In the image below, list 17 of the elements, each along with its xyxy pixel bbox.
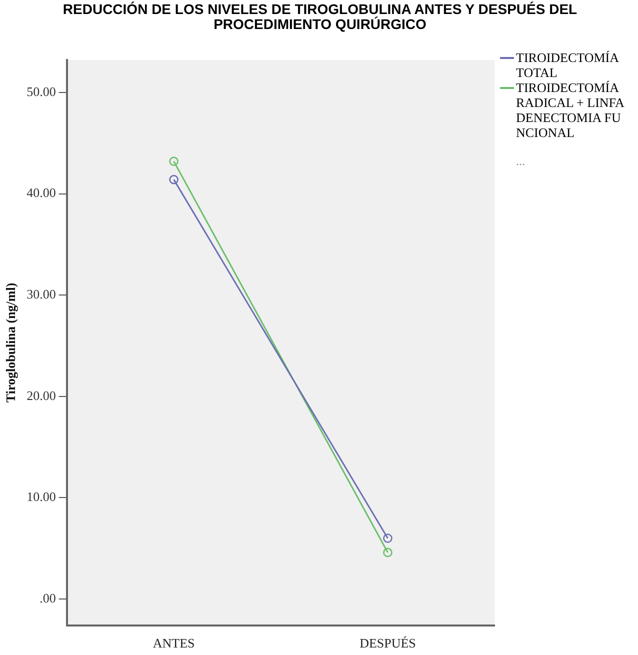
x-tick-label: DESPUÉS	[360, 636, 416, 651]
point	[169, 156, 178, 166]
y-tick-label: .00	[40, 590, 56, 606]
text: ...	[516, 154, 526, 169]
legend-label: TIROIDECTOMÍA TOTAL	[516, 50, 620, 80]
y-axis-title: Tiroglobulina (ng/ml)	[3, 282, 18, 403]
y-tick-label: 50.00	[26, 84, 56, 99]
y-tick-label: 20.00	[26, 388, 56, 403]
y-tick-label: 40.00	[26, 185, 56, 200]
x-tick-label: ANTES	[152, 636, 195, 651]
y-tick-label: 10.00	[26, 489, 56, 504]
point	[383, 548, 392, 558]
point	[169, 174, 178, 184]
chart-title: REDUCCIÓN DE LOS NIVELES DE TIROGLOBULINA ANTES Y DESPUÉS DEL PROCEDIMIENTO QUIRÚRGICO	[62, 1, 578, 32]
y-tick-label: 30.00	[26, 286, 56, 302]
point	[383, 534, 392, 543]
legend-label: TIROIDECTOMÍA RADICAL + LINFADENECTOMIA FUNCIONAL	[516, 80, 626, 140]
